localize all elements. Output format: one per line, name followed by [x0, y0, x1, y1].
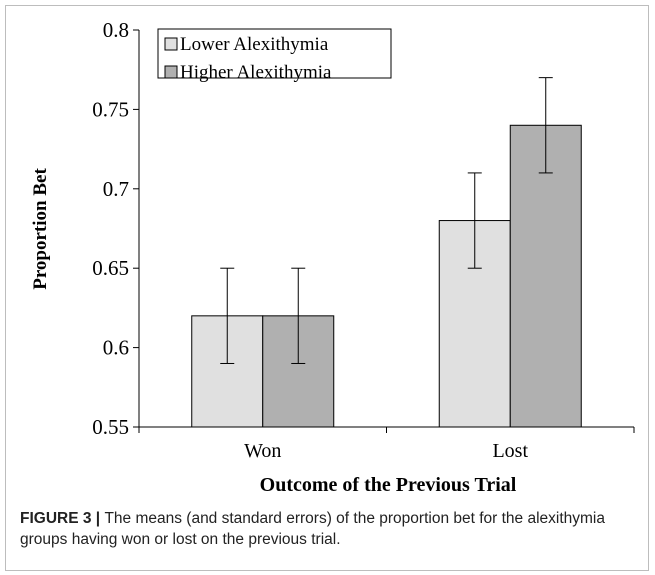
bar-higher-lost — [509, 124, 582, 428]
y-tick-label: 0.6 — [103, 336, 129, 360]
caption-text: The means (and standard errors) of the p… — [20, 510, 606, 548]
y-tick-label: 0.8 — [103, 18, 129, 42]
y-tick-label: 0.7 — [103, 177, 129, 201]
legend-box — [157, 28, 392, 79]
bar-chart: 0.55 0.6 0.65 0.7 0.75 0.8 Won Lost Lower Alexi… — [30, 18, 635, 496]
legend-swatch — [164, 65, 178, 79]
y-tick-label: 0.65 — [92, 256, 129, 280]
x-tick-label: Lost — [492, 440, 528, 462]
legend-label: Lower Alexithymia — [180, 34, 329, 55]
figure-caption: FIGURE 3 | The means (and standard error… — [20, 508, 640, 550]
caption-label: FIGURE 3 | — [20, 510, 105, 527]
y-tick-label: 0.75 — [92, 97, 129, 121]
y-tick-label: 0.55 — [92, 415, 129, 439]
legend: Lower Alexithymia Higher Alexithymia — [157, 28, 392, 83]
legend-label: Higher Alexithymia — [180, 62, 332, 83]
x-tick-label: Won — [244, 440, 281, 462]
x-axis-label: Outcome of the Previous Trial — [260, 474, 517, 496]
legend-swatch — [164, 37, 178, 51]
bars — [191, 77, 582, 428]
y-axis-label: Proportion Bet — [30, 168, 51, 290]
